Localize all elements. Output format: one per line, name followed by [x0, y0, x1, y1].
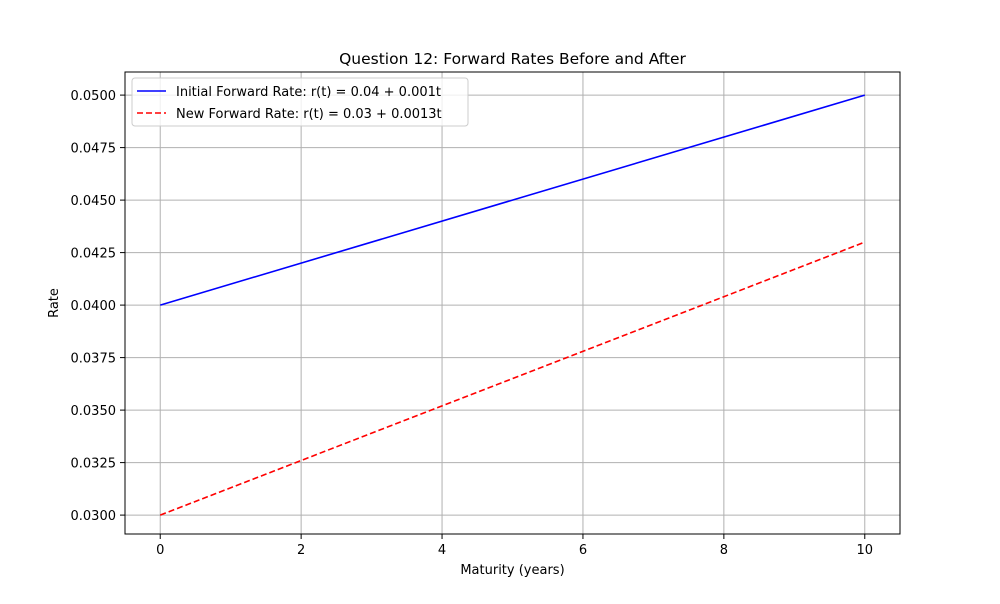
y-tick-label: 0.0300 [71, 509, 117, 524]
x-tick-label: 10 [856, 543, 873, 558]
plot-lines [159, 94, 866, 516]
chart-title: Question 12: Forward Rates Before and Af… [339, 50, 686, 68]
x-axis-ticks: 0 2 4 6 8 10 [156, 534, 873, 558]
y-tick-label: 0.0325 [71, 457, 117, 472]
x-tick-label: 0 [156, 543, 164, 558]
legend-label-new: New Forward Rate: r(t) = 0.03 + 0.0013t [176, 107, 442, 122]
grid [125, 72, 900, 534]
legend-label-initial: Initial Forward Rate: r(t) = 0.04 + 0.00… [176, 85, 441, 100]
series-line-initial [159, 94, 866, 306]
legend: Initial Forward Rate: r(t) = 0.04 + 0.00… [131, 77, 469, 127]
y-tick-label: 0.0350 [71, 404, 117, 419]
y-tick-label: 0.0500 [71, 89, 117, 104]
y-axis-ticks: 0.0300 0.0325 0.0350 0.0375 0.0400 0.0425 0.04… [71, 89, 125, 524]
x-tick-label: 4 [438, 543, 446, 558]
y-axis-label: Rate [47, 288, 62, 318]
y-tick-label: 0.0450 [71, 194, 117, 209]
x-tick-label: 8 [720, 543, 728, 558]
x-tick-label: 2 [297, 543, 305, 558]
y-tick-label: 0.0375 [71, 352, 117, 367]
x-tick-label: 6 [579, 543, 587, 558]
y-tick-label: 0.0425 [71, 247, 117, 262]
legend-box [131, 77, 469, 127]
y-tick-label: 0.0400 [71, 299, 117, 314]
plot-frame [124, 71, 901, 535]
x-axis-label: Maturity (years) [460, 563, 564, 578]
y-tick-label: 0.0475 [71, 142, 117, 157]
